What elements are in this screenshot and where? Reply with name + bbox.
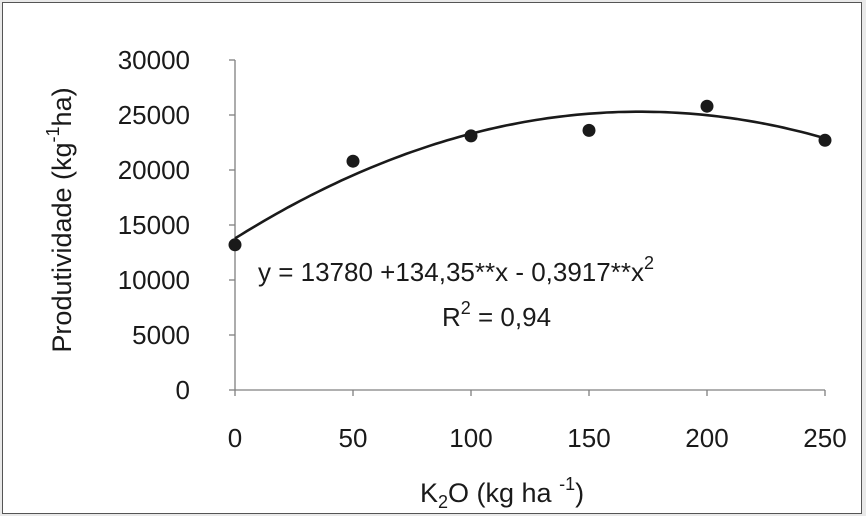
r2-value: = 0,94: [471, 302, 551, 332]
x-tick-label: 250: [803, 423, 846, 453]
equation-text: y = 13780 +134,35**x - 0,3917**x: [258, 257, 644, 287]
y-tick-label: 0: [176, 375, 190, 405]
data-points: [228, 99, 832, 252]
data-point: [700, 99, 714, 113]
x-tick-label: 50: [339, 423, 368, 453]
x-label-exponent: -1: [559, 474, 575, 494]
fit-curve: [234, 110, 826, 240]
x-label-subscript: 2: [438, 492, 448, 512]
x-label-close: ): [575, 478, 584, 508]
y-tick-label: 5000: [132, 320, 190, 350]
x-tick-label: 100: [449, 423, 492, 453]
data-point: [346, 154, 360, 168]
x-tick-label: 200: [685, 423, 728, 453]
y-tick-label: 25000: [118, 100, 190, 130]
data-point: [582, 123, 596, 137]
y-tick-label: 30000: [118, 45, 190, 75]
y-label-main: Produtividade (kg: [47, 142, 77, 352]
r2-exponent: 2: [461, 298, 471, 318]
data-point: [228, 238, 242, 252]
r2-symbol: R: [442, 302, 461, 332]
y-tick-label: 20000: [118, 155, 190, 185]
x-label-k: K: [420, 478, 438, 508]
y-axis-label: Produtividade (kg-1ha): [43, 87, 77, 352]
r-squared: R2 = 0,94: [442, 298, 551, 332]
data-point: [818, 133, 832, 147]
regression-equation: y = 13780 +134,35**x - 0,3917**x2: [258, 253, 654, 287]
y-label-unit: ha): [47, 87, 77, 126]
y-label-exponent: -1: [43, 126, 63, 142]
data-point: [464, 129, 478, 143]
x-tick-label: 0: [228, 423, 242, 453]
x-label-unit: O (kg ha: [448, 478, 559, 508]
y-tick-label: 10000: [118, 265, 190, 295]
y-axis-ticks: 0 5000 10000 15000 20000 25000 30000: [118, 45, 235, 405]
equation-exponent: 2: [644, 253, 654, 273]
x-axis-ticks: 0 50 100 150 200 250: [228, 390, 847, 453]
x-axis-label: K2O (kg ha -1): [420, 474, 584, 512]
x-tick-label: 150: [567, 423, 610, 453]
y-tick-label: 15000: [118, 210, 190, 240]
